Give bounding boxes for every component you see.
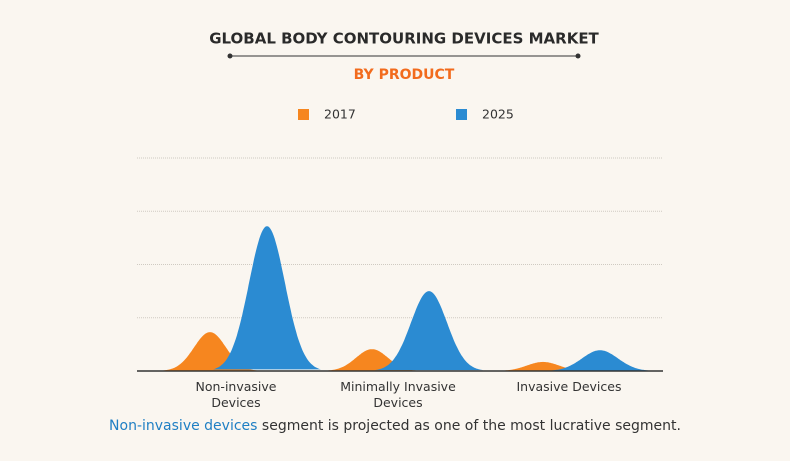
chart-subtitle: BY PRODUCT <box>354 67 455 83</box>
x-tick-label: Invasive Devices <box>516 379 622 394</box>
peak <box>546 350 654 371</box>
footnote-text: segment is projected as one of the most … <box>261 418 681 434</box>
legend-swatch <box>298 109 309 120</box>
peak <box>375 291 483 371</box>
x-tick-label: Minimally Invasive Devices <box>340 379 456 410</box>
rule-dot <box>575 53 581 59</box>
rule-dot <box>227 53 233 59</box>
x-tick-label: Non-invasive Devices <box>195 379 277 410</box>
footnote-highlight: Non-invasive devices <box>109 418 258 434</box>
legend-label: 2017 <box>324 107 356 122</box>
chart-title: GLOBAL BODY CONTOURING DEVICES MARKET <box>209 30 599 48</box>
legend-label: 2025 <box>482 107 514 122</box>
footnote: Non-invasive devices segment is projecte… <box>0 418 790 434</box>
legend-swatch <box>456 109 467 120</box>
peak <box>213 226 321 370</box>
